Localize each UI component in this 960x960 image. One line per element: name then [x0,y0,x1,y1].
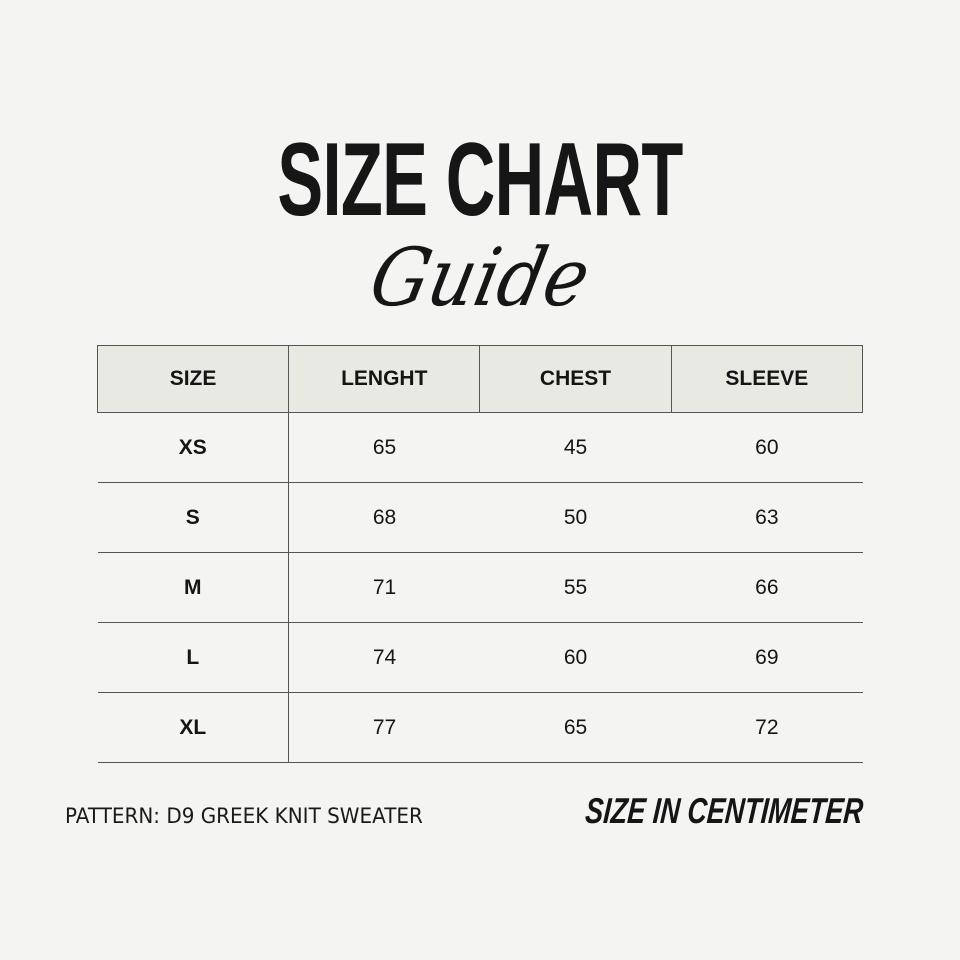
header-chest: CHEST [479,345,672,413]
cell-chest: 60 [479,622,672,693]
title: SIZE CHART [0,128,960,232]
cell-sleeve: 60 [671,412,863,483]
table-row: XL 77 65 72 [97,692,863,763]
pattern-label: PATTERN: D9 GREEK KNIT SWEATER [65,804,423,828]
header-sleeve: SLEEVE [670,345,864,413]
header-size: SIZE [96,345,290,413]
cell-length: 65 [288,412,480,483]
cell-size: XL [97,692,290,763]
table-row: L 74 60 69 [97,622,863,693]
header-length: LENGHT [288,345,481,413]
cell-size: M [97,552,290,623]
cell-length: 68 [288,482,480,553]
table-row: XS 65 45 60 [97,412,863,483]
size-table: SIZE LENGHT CHEST SLEEVE XS 65 45 60 S 6… [96,345,864,763]
table-header-row: SIZE LENGHT CHEST SLEEVE [96,345,864,413]
cell-size: L [97,622,290,693]
table-row: M 71 55 66 [97,552,863,623]
cell-chest: 55 [479,552,672,623]
cell-chest: 45 [479,412,672,483]
title-script: Guide [362,231,598,324]
cell-sleeve: 63 [671,482,863,553]
cell-length: 77 [288,692,480,763]
cell-size: XS [97,412,290,483]
cell-length: 74 [288,622,480,693]
cell-sleeve: 72 [671,692,863,763]
title-main: SIZE CHART [277,122,683,238]
table-row: S 68 50 63 [97,482,863,553]
cell-sleeve: 69 [671,622,863,693]
cell-length: 71 [288,552,480,623]
cell-size: S [97,482,290,553]
unit-label: SIZE IN CENTIMETER [583,790,865,831]
cell-chest: 50 [479,482,672,553]
cell-sleeve: 66 [671,552,863,623]
cell-chest: 65 [479,692,672,763]
